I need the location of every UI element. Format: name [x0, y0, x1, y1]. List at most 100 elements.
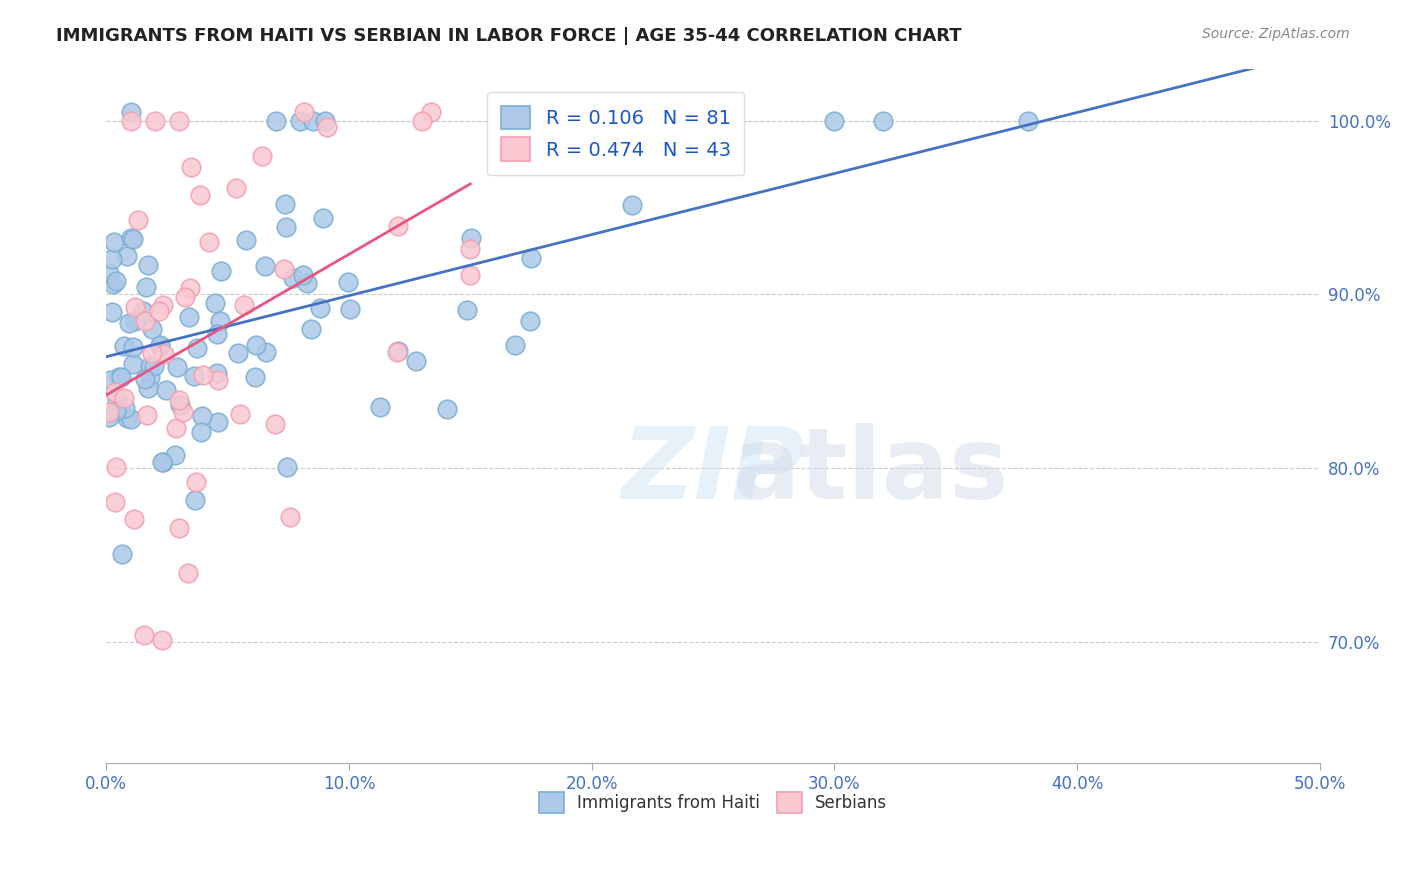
- Immigrants from Haiti: [503, 337, 526, 351]
- Serbians: [387, 219, 409, 233]
- Serbians: [152, 298, 174, 312]
- Immigrants from Haiti: [149, 337, 172, 351]
- Immigrants from Haiti: [104, 274, 127, 288]
- Immigrants from Haiti: [107, 370, 129, 384]
- Serbians: [180, 160, 202, 174]
- Immigrants from Haiti: [290, 113, 312, 128]
- Immigrants from Haiti: [207, 415, 229, 429]
- Serbians: [141, 345, 163, 359]
- Immigrants from Haiti: [110, 369, 132, 384]
- Immigrants from Haiti: [149, 339, 172, 353]
- Immigrants from Haiti: [368, 401, 391, 415]
- Immigrants from Haiti: [208, 314, 231, 328]
- Serbians: [458, 242, 481, 256]
- Immigrants from Haiti: [179, 310, 201, 324]
- Immigrants from Haiti: [281, 271, 304, 285]
- Immigrants from Haiti: [124, 314, 146, 328]
- Immigrants from Haiti: [274, 220, 297, 235]
- Serbians: [150, 633, 173, 648]
- Immigrants from Haiti: [122, 232, 145, 246]
- Immigrants from Haiti: [456, 303, 478, 318]
- Immigrants from Haiti: [312, 211, 335, 225]
- Immigrants from Haiti: [872, 113, 894, 128]
- Serbians: [122, 512, 145, 526]
- Immigrants from Haiti: [205, 367, 228, 381]
- Immigrants from Haiti: [204, 295, 226, 310]
- Immigrants from Haiti: [339, 302, 361, 317]
- Serbians: [167, 521, 190, 535]
- Serbians: [174, 290, 197, 304]
- Immigrants from Haiti: [139, 359, 162, 373]
- Serbians: [186, 475, 208, 489]
- Serbians: [124, 300, 146, 314]
- Immigrants from Haiti: [254, 344, 277, 359]
- Immigrants from Haiti: [291, 268, 314, 283]
- Serbians: [250, 149, 273, 163]
- Serbians: [411, 113, 433, 128]
- Immigrants from Haiti: [183, 369, 205, 384]
- Immigrants from Haiti: [243, 370, 266, 384]
- Immigrants from Haiti: [118, 316, 141, 330]
- Serbians: [179, 281, 201, 295]
- Immigrants from Haiti: [264, 113, 287, 128]
- Serbians: [172, 404, 194, 418]
- Serbians: [112, 392, 135, 406]
- Serbians: [177, 566, 200, 581]
- Immigrants from Haiti: [336, 275, 359, 289]
- Serbians: [153, 347, 176, 361]
- Immigrants from Haiti: [253, 260, 276, 274]
- Serbians: [104, 495, 127, 509]
- Immigrants from Haiti: [120, 231, 142, 245]
- Immigrants from Haiti: [139, 370, 162, 384]
- Immigrants from Haiti: [274, 197, 297, 211]
- Immigrants from Haiti: [122, 357, 145, 371]
- Immigrants from Haiti: [115, 410, 138, 425]
- Serbians: [229, 407, 252, 421]
- Serbians: [198, 235, 221, 249]
- Immigrants from Haiti: [103, 277, 125, 291]
- Immigrants from Haiti: [121, 340, 143, 354]
- Serbians: [167, 113, 190, 128]
- Serbians: [134, 628, 156, 642]
- Immigrants from Haiti: [186, 341, 208, 355]
- Serbians: [420, 104, 443, 119]
- Immigrants from Haiti: [100, 373, 122, 387]
- Immigrants from Haiti: [405, 354, 427, 368]
- Serbians: [225, 181, 247, 195]
- Serbians: [278, 509, 301, 524]
- Immigrants from Haiti: [191, 409, 214, 423]
- Serbians: [292, 104, 315, 119]
- Immigrants from Haiti: [436, 401, 458, 416]
- Immigrants from Haiti: [276, 459, 298, 474]
- Immigrants from Haiti: [387, 344, 409, 359]
- Immigrants from Haiti: [299, 322, 322, 336]
- Serbians: [98, 405, 121, 419]
- Serbians: [143, 113, 166, 128]
- Immigrants from Haiti: [141, 322, 163, 336]
- Serbians: [165, 421, 187, 435]
- Legend: Immigrants from Haiti, Serbians: Immigrants from Haiti, Serbians: [527, 780, 898, 824]
- Immigrants from Haiti: [184, 493, 207, 508]
- Serbians: [169, 392, 191, 407]
- Serbians: [458, 268, 481, 282]
- Serbians: [148, 304, 170, 318]
- Immigrants from Haiti: [520, 251, 543, 265]
- Immigrants from Haiti: [104, 404, 127, 418]
- Immigrants from Haiti: [136, 381, 159, 395]
- Immigrants from Haiti: [169, 398, 191, 412]
- Text: ZIP: ZIP: [621, 423, 804, 520]
- Immigrants from Haiti: [101, 304, 124, 318]
- Immigrants from Haiti: [136, 258, 159, 272]
- Serbians: [134, 314, 156, 328]
- Immigrants from Haiti: [97, 410, 120, 425]
- Immigrants from Haiti: [134, 372, 156, 386]
- Immigrants from Haiti: [1017, 113, 1039, 128]
- Serbians: [263, 417, 285, 431]
- Immigrants from Haiti: [135, 280, 157, 294]
- Immigrants from Haiti: [209, 264, 232, 278]
- Serbians: [188, 187, 211, 202]
- Immigrants from Haiti: [226, 346, 249, 360]
- Serbians: [233, 298, 256, 312]
- Immigrants from Haiti: [314, 113, 336, 128]
- Serbians: [387, 345, 409, 359]
